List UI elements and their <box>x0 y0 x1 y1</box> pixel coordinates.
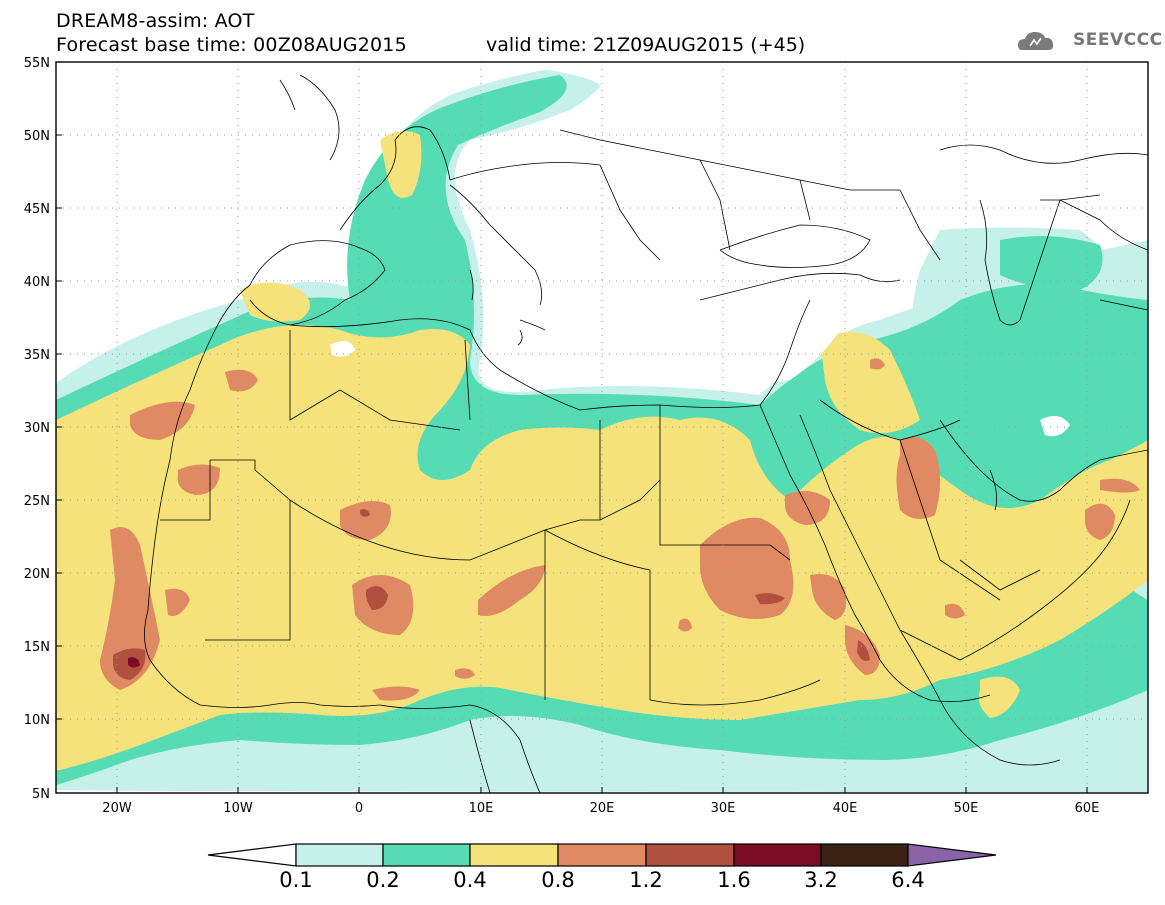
lat-label: 20N <box>24 567 50 582</box>
colorbar-label: 1.2 <box>629 868 663 892</box>
colorbar-label: 0.2 <box>366 868 400 892</box>
aot-level-0.8 <box>100 358 1140 701</box>
colorbar-segment <box>382 843 471 867</box>
aot-level-1.6 <box>128 657 140 668</box>
colorbar-segment <box>733 843 822 867</box>
colorbar <box>207 843 997 867</box>
colorbar-label: 1.6 <box>717 868 751 892</box>
colorbar-label: 0.8 <box>541 868 575 892</box>
forecast-base-time: Forecast base time: 00Z08AUG2015 <box>56 34 407 56</box>
colorbar-segment <box>645 843 735 867</box>
valid-time: valid time: 21Z09AUG2015 (+45) <box>486 34 806 56</box>
low-aot-areas <box>56 62 1148 793</box>
cloud-logo-icon <box>1018 32 1054 50</box>
lon-label: 10E <box>469 801 494 816</box>
lon-label: 0 <box>355 801 363 816</box>
colorbar-label: 0.4 <box>453 868 487 892</box>
lon-label: 50E <box>954 801 979 816</box>
colorbar-segment <box>820 843 909 867</box>
lon-label: 20W <box>102 801 132 816</box>
longitude-labels: 20W 10W 0 10E 20E 30E 40E 50E 60E <box>102 801 1099 816</box>
logo-text: SEEVCCC <box>1073 30 1163 50</box>
colorbar-segment <box>557 843 647 867</box>
graticule <box>56 62 1148 793</box>
lon-label: 20E <box>590 801 615 816</box>
colorbar-segment <box>295 843 384 867</box>
lat-label: 30N <box>24 421 50 436</box>
colorbar-segment-above <box>907 843 997 867</box>
colorbar-segment-below <box>207 843 297 867</box>
lat-label: 10N <box>24 713 50 728</box>
lon-label: 40E <box>833 801 858 816</box>
tick-marks <box>56 61 1088 793</box>
lat-label: 45N <box>24 202 50 217</box>
lat-label: 40N <box>24 275 50 290</box>
aot-level-1.2 <box>113 509 870 680</box>
coastlines-and-borders <box>144 74 1148 793</box>
lat-label: 35N <box>24 348 50 363</box>
lon-label: 10W <box>223 801 253 816</box>
colorbar-label: 0.1 <box>279 868 313 892</box>
lat-label: 55N <box>24 56 50 71</box>
lat-label: 50N <box>24 129 50 144</box>
colorbar-label: 6.4 <box>891 868 925 892</box>
colorbar-segment <box>469 843 559 867</box>
lat-label: 5N <box>32 787 50 802</box>
latitude-labels: 55N 50N 45N 40N 35N 30N 25N 20N 15N 10N … <box>24 56 50 802</box>
aot-field <box>56 62 1148 793</box>
lon-label: 30E <box>711 801 736 816</box>
colorbar-label: 3.2 <box>804 868 838 892</box>
lat-label: 15N <box>24 640 50 655</box>
map-title: DREAM8-assim: AOT <box>56 10 255 32</box>
lon-label: 60E <box>1075 801 1100 816</box>
lat-label: 25N <box>24 494 50 509</box>
